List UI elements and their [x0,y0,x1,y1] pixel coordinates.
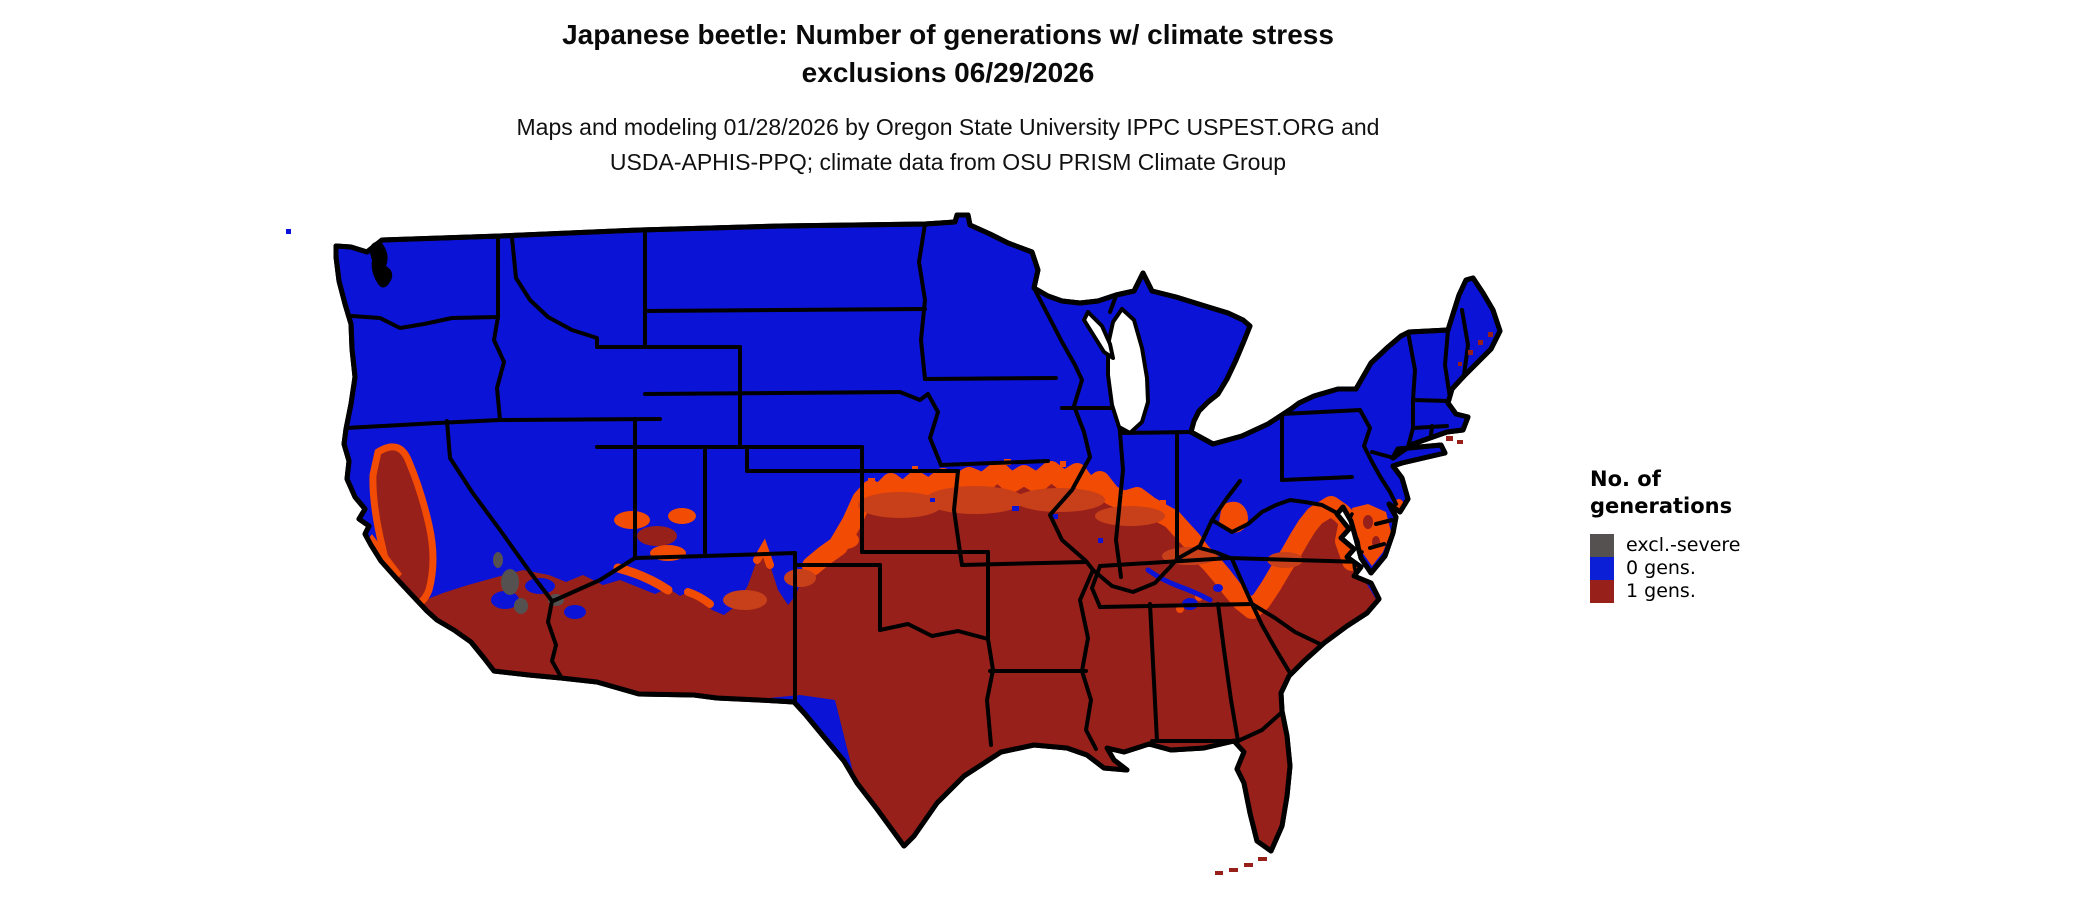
great-lakes [1082,307,1150,435]
legend-swatch-one-gens [1590,580,1614,603]
legend-swatch-excl-severe [1590,534,1614,557]
map-subtitle-line2: USDA-APHIS-PPQ; climate data from OSU PR… [609,149,1287,175]
island-specks [286,229,1493,875]
zone-transition-band [723,459,1362,619]
legend-items: excl.-severe 0 gens. 1 gens. [1590,534,1870,603]
legend-item-one-gens: 1 gens. [1590,580,1870,603]
map-title-line1: Japanese beetle: Number of generations w… [562,19,1334,50]
legend-title-line2: generations [1590,494,1733,518]
map-subtitle-line1: Maps and modeling 01/28/2026 by Oregon S… [516,114,1380,140]
legend-title-line1: No. of [1590,467,1661,491]
legend-title: No. of generations [1590,466,1870,520]
legend-label-one-gens: 1 gens. [1626,580,1696,602]
map-title-line2: exclusions 06/29/2026 [801,57,1095,88]
us-map-container [240,160,1580,895]
puget-sound [370,241,393,288]
legend-item-excl-severe: excl.-severe [1590,534,1870,557]
map-title: Japanese beetle: Number of generations w… [562,16,1334,92]
us-map [286,212,1503,875]
legend-swatch-zero-gens [1590,557,1614,580]
legend-label-zero-gens: 0 gens. [1626,557,1696,579]
legend-item-zero-gens: 0 gens. [1590,557,1870,580]
coastline-outline [333,212,1503,854]
map-subtitle: Maps and modeling 01/28/2026 by Oregon S… [517,110,1380,180]
legend-label-excl-severe: excl.-severe [1626,534,1741,556]
green-bay [1082,310,1115,360]
map-legend: No. of generations excl.-severe 0 gens. … [1590,466,1870,603]
